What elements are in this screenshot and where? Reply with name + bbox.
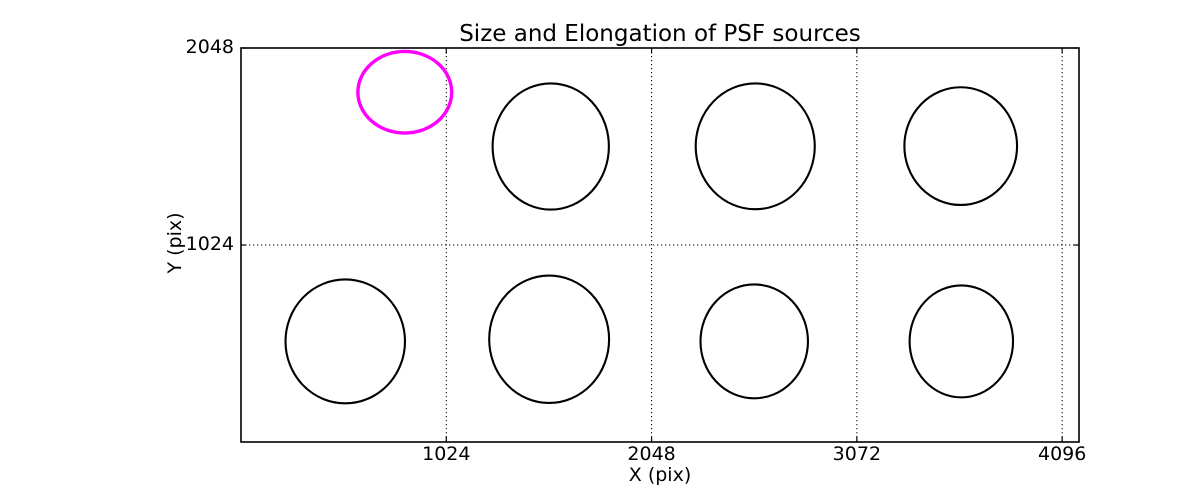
chart-title: Size and Elongation of PSF sources — [459, 21, 861, 47]
x-axis-label: X (pix) — [628, 464, 692, 486]
y-tick-label-2048: 2048 — [185, 36, 234, 59]
x-tick-label-2048: 2048 — [627, 443, 676, 465]
x-tick-label-1024: 1024 — [422, 443, 471, 465]
psf-source-ellipse — [903, 86, 1019, 207]
psf-source-ellipse — [699, 283, 810, 400]
x-tick-label-4096: 4096 — [1037, 443, 1087, 465]
psf-source-ellipse — [284, 278, 407, 405]
y-tick-label-1024: 1024 — [185, 233, 234, 256]
plot-area — [240, 47, 1080, 443]
psf-source-ellipse — [491, 82, 610, 211]
psf-source-ellipse — [908, 284, 1015, 399]
psf-source-ellipse — [488, 274, 611, 404]
psf-source-ellipse — [694, 82, 816, 211]
psf-source-ellipse-highlighted — [356, 49, 454, 135]
x-tick-label-3072: 3072 — [832, 443, 882, 465]
